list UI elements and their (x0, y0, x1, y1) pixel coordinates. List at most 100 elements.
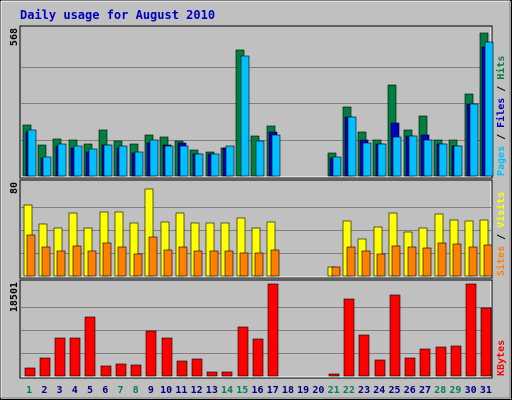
x-tick-label: 10 (160, 385, 172, 396)
bar-pages-day-26 (408, 135, 418, 177)
bar-kbytes-day-29 (450, 345, 462, 377)
x-tick-label: 3 (57, 385, 63, 396)
bar-pages-day-24 (377, 143, 387, 177)
bar-sites-day-25 (391, 245, 401, 277)
x-tick-label: 16 (251, 385, 263, 396)
bar-kbytes-day-16 (252, 338, 264, 377)
x-tick-label: 4 (72, 385, 78, 396)
legend-text: / (496, 228, 507, 246)
bar-kbytes-day-10 (161, 337, 173, 377)
bar-sites-day-2 (41, 246, 51, 277)
bar-kbytes-day-25 (389, 294, 401, 377)
bar-sites-day-10 (163, 249, 173, 277)
x-tick-label: 6 (102, 385, 108, 396)
bar-sites-day-23 (361, 250, 371, 277)
bar-kbytes-day-21 (328, 373, 340, 377)
bar-kbytes-day-11 (176, 360, 188, 377)
bar-sites-day-15 (239, 252, 249, 277)
bar-sites-day-30 (468, 246, 478, 277)
legend-text: / (496, 80, 507, 98)
bar-sites-day-22 (346, 246, 356, 277)
bar-pages-day-17 (271, 134, 281, 177)
bar-sites-day-12 (193, 250, 203, 277)
bar-kbytes-day-6 (100, 365, 112, 377)
bar-pages-day-5 (88, 148, 98, 177)
y-axis-max-label: 18501 (9, 282, 20, 312)
bar-pages-day-29 (453, 145, 463, 177)
bar-sites-day-17 (270, 249, 280, 277)
bar-kbytes-day-28 (435, 346, 447, 377)
x-tick-label: 20 (312, 385, 324, 396)
bar-kbytes-day-23 (358, 334, 370, 377)
x-tick-label: 24 (373, 385, 385, 396)
legend-text: Sites (495, 246, 507, 276)
bar-pages-day-3 (57, 143, 67, 177)
bar-kbytes-day-31 (480, 307, 492, 377)
bar-sites-day-3 (56, 250, 66, 277)
x-tick-label: 26 (404, 385, 416, 396)
bar-kbytes-day-12 (191, 358, 203, 377)
bar-pages-day-1 (27, 129, 37, 177)
series-legend: KBytes (496, 340, 507, 376)
bar-sites-day-13 (209, 250, 219, 277)
x-tick-label: 15 (236, 385, 248, 396)
bar-sites-day-24 (376, 253, 386, 277)
y-axis-max-label: 80 (9, 182, 20, 194)
x-tick-label: 25 (389, 385, 401, 396)
bar-sites-day-9 (148, 236, 158, 277)
bar-kbytes-day-24 (374, 359, 386, 377)
bar-sites-day-28 (437, 242, 447, 277)
x-tick-label: 29 (449, 385, 461, 396)
bar-kbytes-day-17 (267, 283, 279, 377)
bar-kbytes-day-22 (343, 298, 355, 377)
series-legend: Sites / Visits (495, 192, 507, 276)
x-tick-label: 22 (343, 385, 355, 396)
legend-text: Pages (496, 146, 507, 176)
bar-sites-day-26 (407, 246, 417, 277)
bar-pages-day-22 (347, 116, 357, 177)
bar-kbytes-day-5 (84, 316, 96, 377)
bar-kbytes-day-3 (54, 337, 66, 377)
y-axis-max-label: 568 (9, 28, 20, 46)
panel-mid: 80 Sites / Visits (9, 179, 507, 279)
bar-pages-day-21 (332, 156, 342, 177)
x-tick-label: 17 (267, 385, 279, 396)
x-tick-label: 12 (191, 385, 203, 396)
panel-top: 568 Pages / Files / Hits (9, 25, 507, 179)
bar-pages-day-9 (149, 139, 159, 177)
bar-sites-day-31 (483, 244, 493, 277)
bar-pages-day-27 (423, 139, 433, 177)
bar-pages-day-11 (179, 145, 189, 177)
x-tick-label: 13 (206, 385, 218, 396)
bar-pages-day-25 (392, 136, 402, 177)
bar-kbytes-day-26 (404, 357, 416, 377)
bar-kbytes-day-7 (115, 363, 127, 377)
bar-pages-day-28 (438, 143, 448, 177)
bar-sites-day-16 (254, 252, 264, 277)
x-tick-label: 23 (358, 385, 370, 396)
series-legend: Pages / Files / Hits (495, 56, 507, 176)
bar-kbytes-day-14 (221, 371, 233, 377)
legend-text: Hits (495, 56, 507, 80)
bar-kbytes-day-13 (206, 371, 218, 377)
bar-sites-day-1 (26, 234, 36, 277)
legend-text: Files (495, 98, 507, 128)
x-tick-label: 31 (480, 385, 492, 396)
bar-pages-day-8 (134, 151, 144, 177)
bar-kbytes-day-1 (24, 367, 36, 377)
bar-pages-day-16 (255, 140, 265, 177)
bar-kbytes-day-15 (237, 326, 249, 377)
bar-pages-day-13 (210, 153, 220, 177)
bar-sites-day-14 (224, 250, 234, 277)
bar-sites-day-4 (72, 245, 82, 277)
bar-kbytes-day-8 (130, 364, 142, 377)
bar-sites-day-7 (117, 246, 127, 277)
bar-pages-day-7 (118, 145, 128, 177)
legend-text: Visits (495, 192, 507, 228)
chart-panels: 568 Pages / Files / Hits 80 Sites / Visits 1… (9, 25, 507, 379)
x-tick-label: 21 (328, 385, 340, 396)
chart-title: Daily usage for August 2010 (20, 8, 215, 22)
bar-pages-day-10 (164, 145, 174, 177)
bar-pages-day-31 (484, 41, 494, 177)
x-tick-label: 2 (41, 385, 47, 396)
